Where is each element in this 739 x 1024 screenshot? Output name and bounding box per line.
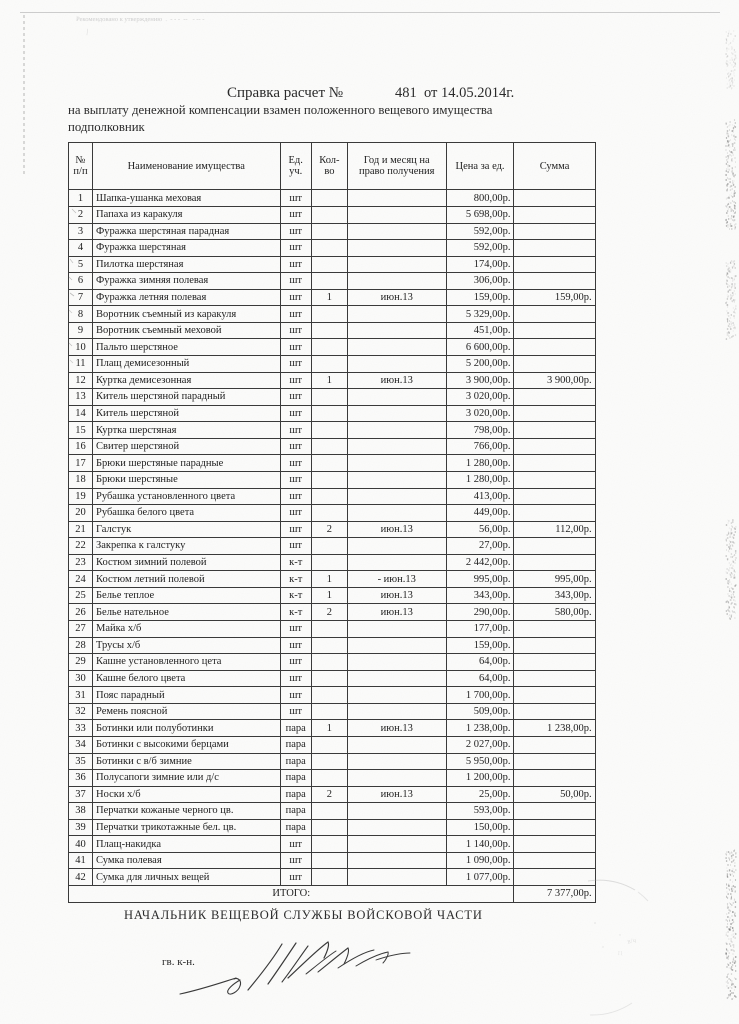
svg-text:11: 11 bbox=[617, 951, 623, 957]
svg-text:в/ч: в/ч bbox=[627, 936, 637, 945]
